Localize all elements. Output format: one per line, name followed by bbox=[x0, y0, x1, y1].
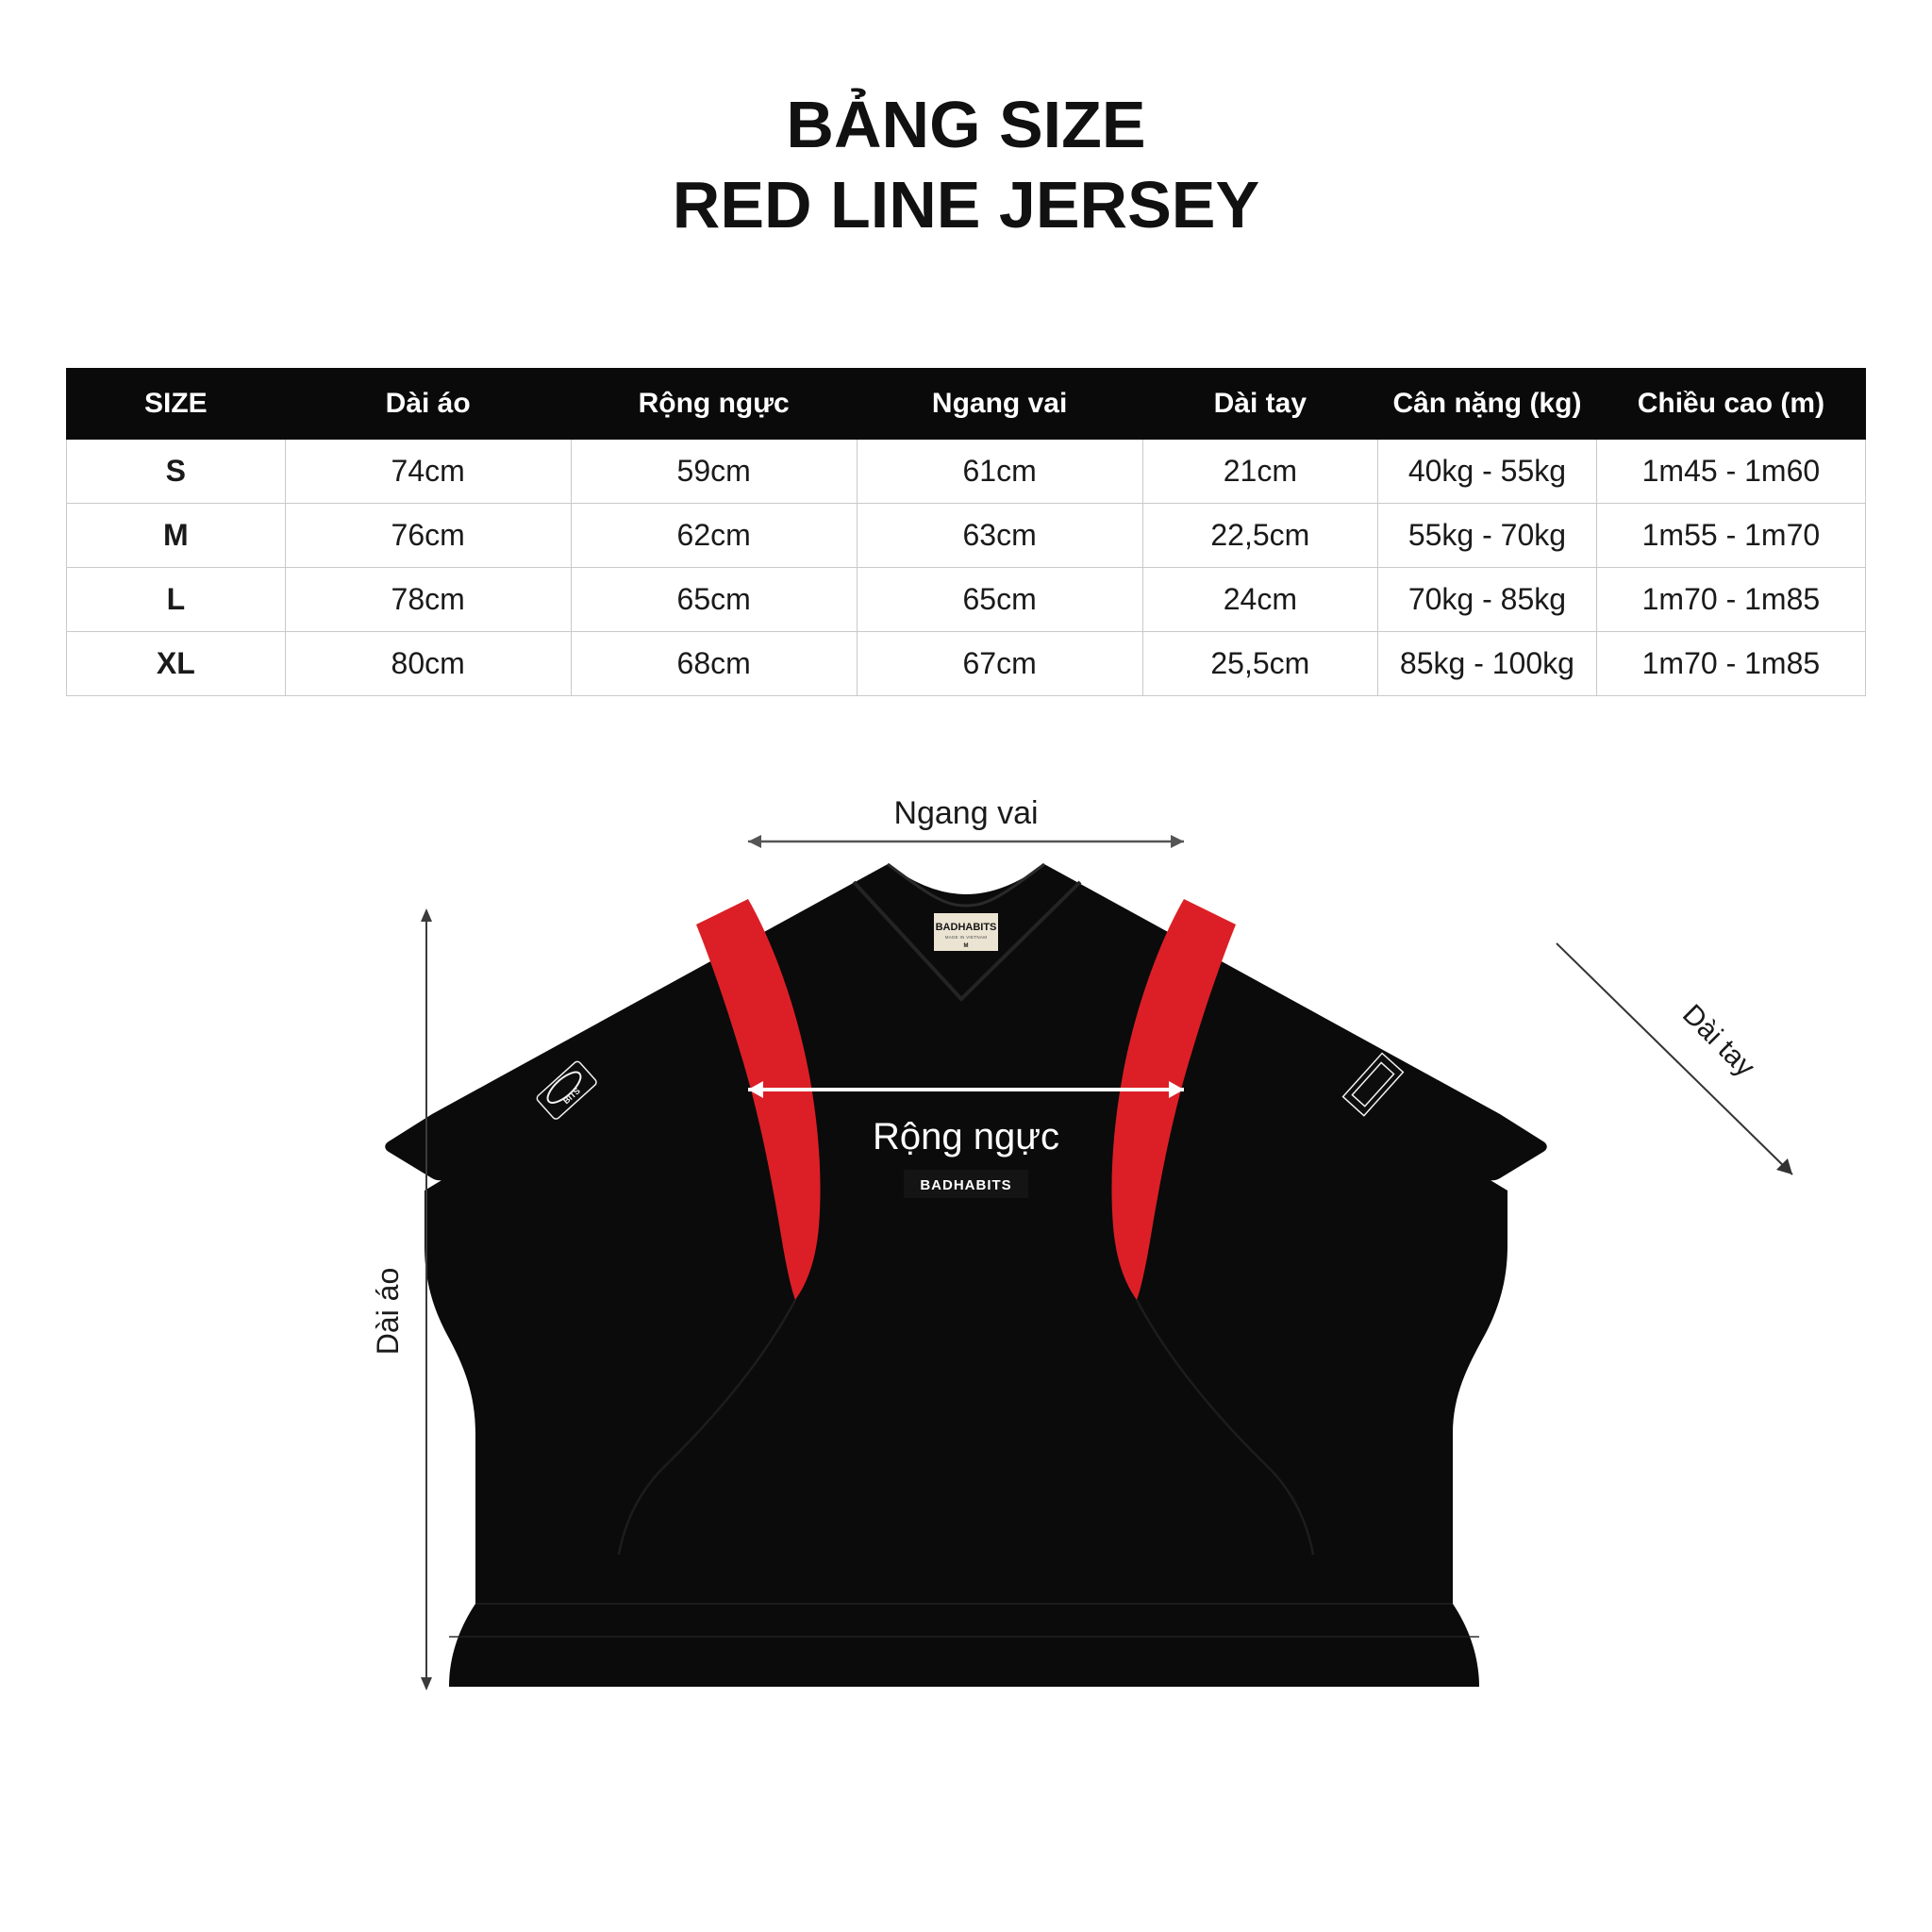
svg-text:M: M bbox=[964, 943, 969, 949]
svg-text:BADHABITS: BADHABITS bbox=[920, 1177, 1011, 1193]
svg-text:Rộng ngực: Rộng ngực bbox=[873, 1116, 1059, 1158]
svg-text:BADHABITS: BADHABITS bbox=[936, 922, 997, 933]
svg-text:Dài áo: Dài áo bbox=[371, 1268, 405, 1356]
svg-text:Ngang vai: Ngang vai bbox=[893, 795, 1038, 831]
svg-text:MADE IN VIETNAM: MADE IN VIETNAM bbox=[945, 935, 988, 940]
svg-text:Dài tay: Dài tay bbox=[1676, 999, 1760, 1083]
